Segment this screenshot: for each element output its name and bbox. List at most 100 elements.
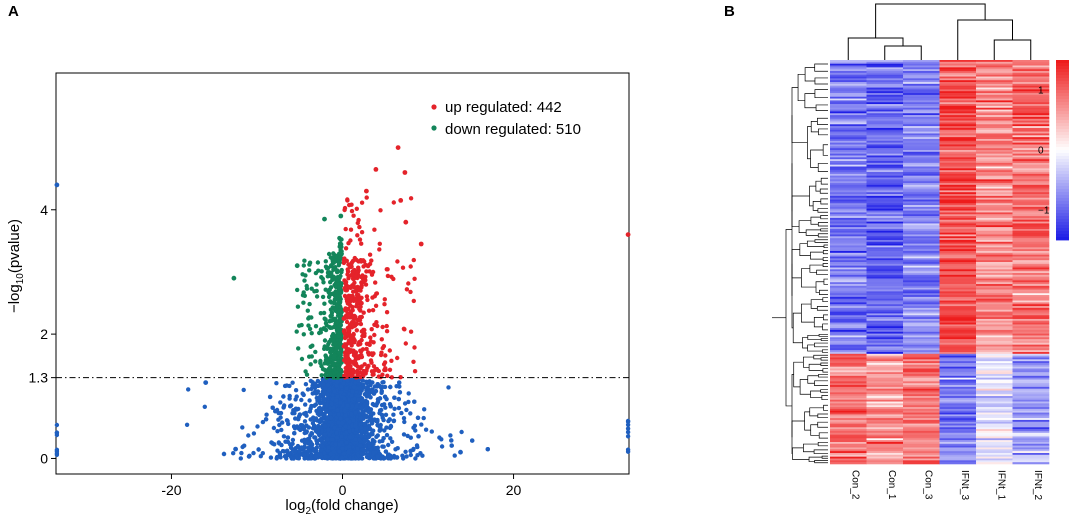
point-ns — [338, 400, 343, 405]
point-ns — [362, 421, 367, 427]
point-ns — [290, 380, 295, 385]
point-ns — [364, 390, 369, 395]
point-ns — [246, 433, 251, 438]
point-ns — [325, 382, 331, 388]
point-ns — [353, 410, 358, 415]
point-ns — [413, 456, 418, 461]
point-ns — [350, 389, 355, 394]
point-ns — [319, 443, 325, 449]
point-ns — [292, 449, 298, 455]
point-ns — [337, 449, 342, 454]
point-ns — [358, 416, 363, 421]
point-ns — [408, 435, 413, 440]
point-ns — [412, 399, 417, 404]
point-ns — [340, 446, 345, 451]
point-ns — [54, 430, 60, 436]
point-ns — [420, 453, 425, 458]
point-ns — [280, 420, 285, 425]
point-ns — [339, 409, 344, 414]
point-ns — [375, 382, 380, 387]
point-ns — [365, 452, 370, 457]
point-ns — [367, 444, 372, 449]
point-ns — [362, 425, 367, 431]
point-ns — [344, 440, 349, 445]
point-ns — [392, 406, 397, 411]
point-ns — [331, 449, 337, 454]
point-down — [309, 331, 314, 336]
point-ns — [295, 455, 300, 461]
point-ns — [414, 443, 420, 448]
point-ns — [421, 415, 426, 421]
point-ns — [396, 396, 401, 402]
point-ns — [452, 453, 457, 458]
point-ns — [415, 415, 421, 420]
point-ns — [271, 425, 277, 431]
point-ns — [323, 454, 328, 459]
point-ns — [358, 433, 364, 439]
point-ns — [310, 421, 316, 426]
point-ns — [276, 410, 281, 416]
point-ns — [304, 430, 309, 435]
point-ns — [267, 394, 273, 400]
point-ns — [419, 422, 424, 427]
point-ns — [347, 419, 352, 425]
point-ns — [335, 394, 340, 399]
point-ns — [396, 405, 402, 411]
point-ns — [318, 437, 323, 442]
point-down — [307, 326, 313, 332]
point-ns — [408, 411, 413, 416]
point-ns — [358, 422, 363, 427]
point-ns — [334, 455, 339, 460]
point-ns — [429, 429, 434, 434]
point-ns — [406, 399, 411, 405]
point-ns — [363, 448, 369, 453]
point-ns — [393, 447, 398, 452]
point-ns — [355, 446, 360, 451]
point-ns — [381, 456, 386, 461]
point-ns — [332, 389, 337, 394]
point-down — [301, 263, 306, 268]
point-down — [307, 268, 312, 273]
point-ns — [380, 380, 385, 385]
point-ns — [286, 452, 291, 458]
point-ns — [274, 381, 279, 386]
point-ns — [328, 411, 333, 416]
point-ns — [278, 400, 283, 405]
point-ns — [317, 408, 322, 414]
point-ns — [485, 447, 490, 452]
point-ns — [360, 378, 365, 383]
point-ns — [359, 425, 364, 430]
point-ns — [300, 391, 305, 396]
point-ns — [331, 405, 336, 410]
point-ns — [341, 381, 346, 386]
point-ns — [381, 444, 386, 449]
point-ns — [268, 455, 274, 460]
point-ns — [319, 428, 324, 434]
point-ns — [625, 434, 631, 439]
point-ns — [384, 432, 390, 438]
point-ns — [302, 452, 307, 457]
point-ns — [406, 391, 411, 396]
point-ns — [413, 428, 418, 433]
point-ns — [625, 422, 631, 427]
point-ns — [280, 448, 286, 454]
point-ns — [382, 402, 387, 407]
point-ns — [364, 379, 369, 384]
point-ns — [184, 422, 190, 427]
point-ns — [408, 452, 413, 458]
point-ns — [330, 437, 335, 442]
point-down — [296, 346, 301, 351]
ns-points — [54, 376, 631, 461]
point-ns — [388, 455, 393, 461]
point-down — [319, 373, 324, 378]
point-ns — [353, 423, 358, 429]
point-ns — [347, 428, 352, 434]
point-ns — [297, 449, 302, 454]
point-ns — [354, 403, 359, 409]
point-ns — [314, 389, 319, 394]
point-ns — [383, 449, 389, 454]
point-ns — [238, 456, 243, 461]
point-ns — [351, 455, 356, 461]
point-ns — [300, 423, 305, 428]
point-ns — [422, 407, 427, 412]
